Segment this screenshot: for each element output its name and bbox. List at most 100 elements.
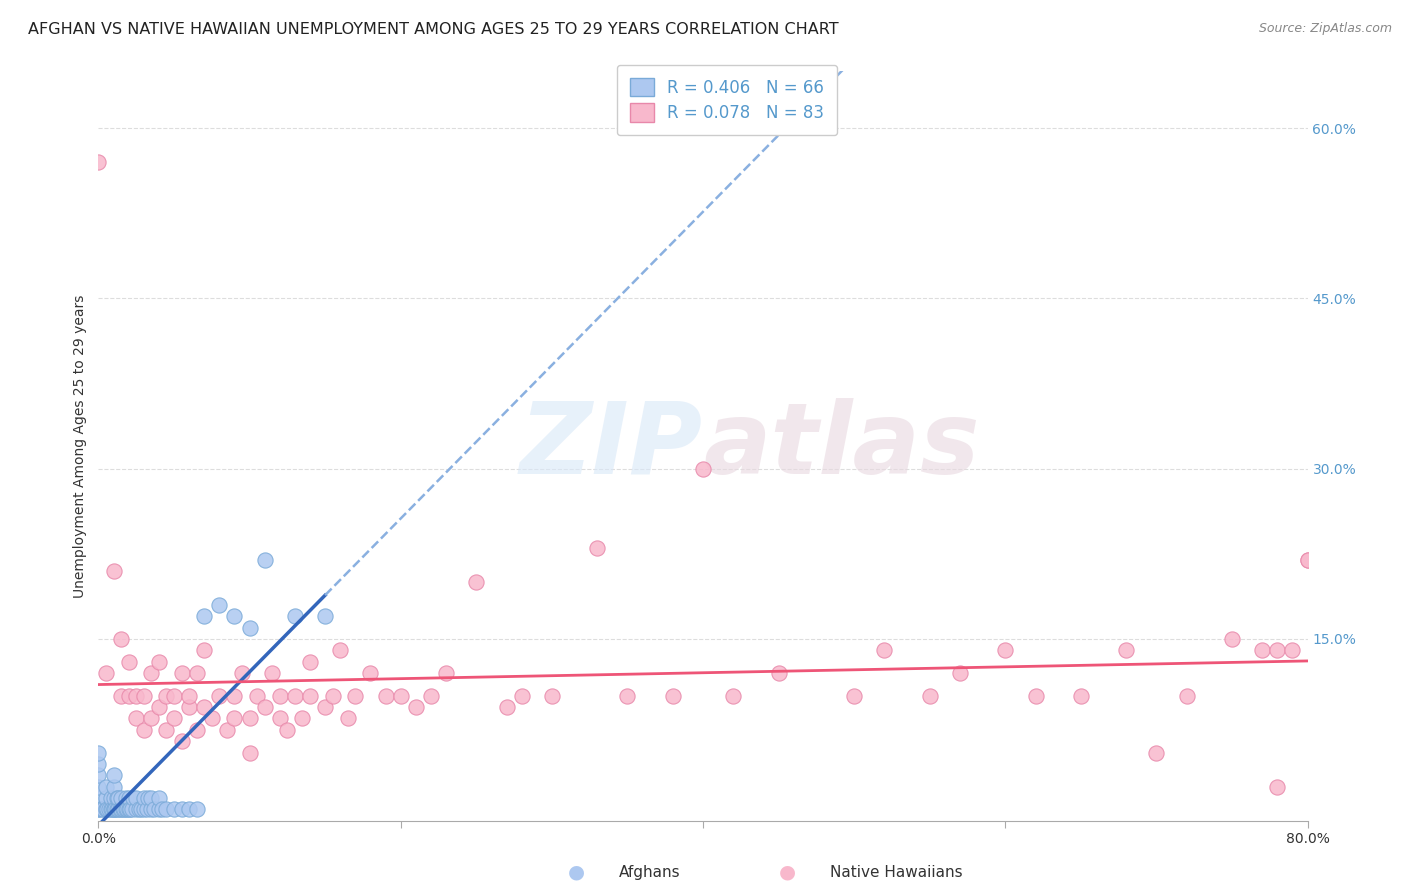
Point [163,689,186,703]
Point [96,802,118,816]
Point [208,689,231,703]
Point [239,711,262,725]
Point [586,541,609,556]
Point [136,791,159,805]
Point [100,791,122,805]
Point [1070,689,1092,703]
Point [179,700,201,714]
Point [465,575,488,590]
Text: Afghans: Afghans [619,865,681,880]
Point [163,711,186,725]
Point [94,791,117,805]
Point [949,666,972,681]
Point [135,802,157,816]
Point [1251,643,1274,657]
Point [1220,632,1243,646]
Point [1144,746,1167,760]
Point [1115,643,1137,657]
Point [155,689,177,703]
Point [114,791,136,805]
Point [108,802,131,816]
Point [262,666,284,681]
Point [723,689,745,703]
Point [193,700,215,714]
Point [336,711,359,725]
Point [87,802,110,816]
Point [110,689,132,703]
Point [224,689,246,703]
Point [105,802,128,816]
Point [510,689,533,703]
Point [155,723,177,737]
Point [224,609,246,624]
Point [103,802,125,816]
Point [873,643,896,657]
Point [115,802,138,816]
Point [118,802,141,816]
Point [768,666,790,681]
Point [98,802,121,816]
Point [291,711,314,725]
Point [118,689,141,703]
Point [246,689,269,703]
Point [329,643,352,657]
Point [360,666,382,681]
Point [193,609,215,624]
Point [148,802,170,816]
Point [616,689,638,703]
Text: ●: ● [568,863,585,882]
Point [844,689,866,703]
Point [103,768,125,782]
Point [170,666,193,681]
Point [155,802,177,816]
Point [434,666,457,681]
Point [540,689,562,703]
Point [299,689,322,703]
Point [179,802,201,816]
Point [94,780,117,794]
Point [118,791,141,805]
Point [420,689,443,703]
Point [91,802,114,816]
Legend: R = 0.406   N = 66, R = 0.078   N = 83: R = 0.406 N = 66, R = 0.078 N = 83 [617,65,838,136]
Point [141,711,163,725]
Point [132,723,155,737]
Text: ZIP: ZIP [520,398,703,494]
Point [132,802,155,816]
Point [103,791,125,805]
Point [87,756,110,771]
Point [103,780,125,794]
Point [107,791,129,805]
Point [284,609,307,624]
Point [100,802,122,816]
Point [110,632,132,646]
Point [118,655,141,669]
Point [125,791,148,805]
Point [186,802,208,816]
Point [374,689,396,703]
Point [87,780,110,794]
Point [87,155,110,169]
Point [112,802,135,816]
Point [148,700,170,714]
Point [103,802,125,816]
Point [125,689,148,703]
Point [1024,689,1046,703]
Point [186,666,208,681]
Point [94,802,117,816]
Point [193,643,215,657]
Text: Native Hawaiians: Native Hawaiians [830,865,962,880]
Point [405,700,427,714]
Point [125,711,148,725]
Y-axis label: Unemployment Among Ages 25 to 29 years: Unemployment Among Ages 25 to 29 years [73,294,87,598]
Point [314,700,336,714]
Point [110,791,132,805]
Point [186,723,208,737]
Point [389,689,412,703]
Point [253,700,276,714]
Point [224,711,246,725]
Point [150,802,173,816]
Point [1175,689,1198,703]
Point [141,791,163,805]
Point [132,689,155,703]
